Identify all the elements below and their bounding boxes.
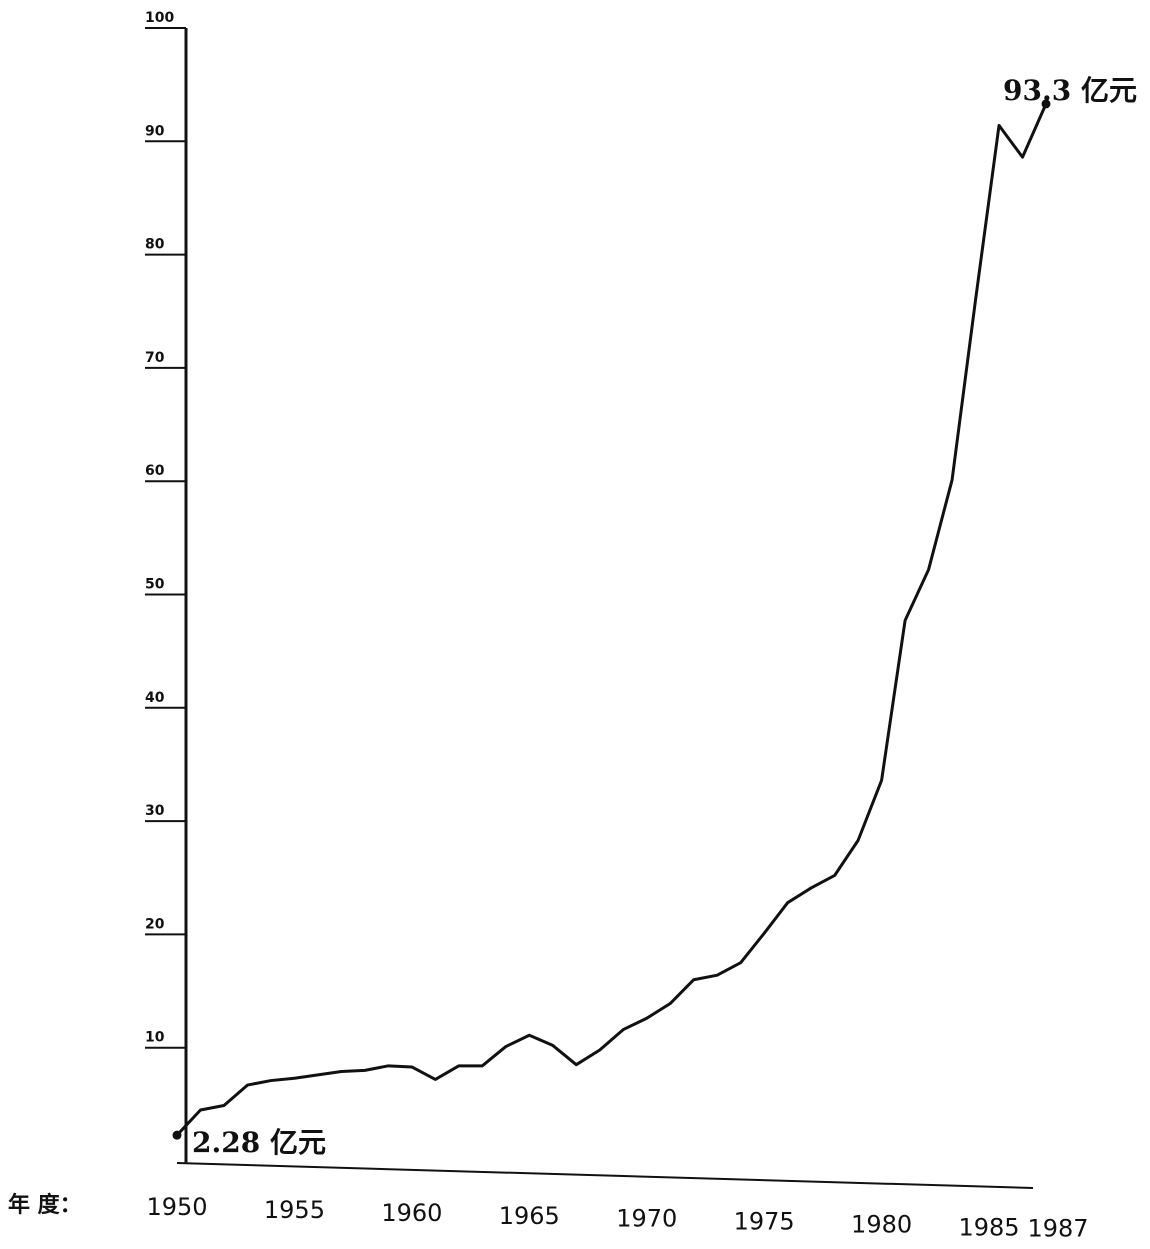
- y-tick-label: 20: [145, 916, 165, 932]
- y-tick-label: 30: [145, 803, 165, 819]
- x-axis: [176, 1162, 1034, 1189]
- y-tick-label: 50: [145, 577, 165, 593]
- annotation: 2.28 亿元: [192, 1126, 326, 1159]
- x-tick-label: 1955: [264, 1196, 325, 1224]
- y-tick-label: 10: [145, 1030, 165, 1046]
- x-tick-label: 1950: [146, 1193, 207, 1221]
- end-point: [1041, 99, 1051, 109]
- annotation: 93.3 亿元: [1003, 74, 1137, 107]
- y-tick-label: 100: [145, 10, 174, 26]
- end-point: [172, 1130, 182, 1140]
- x-tick-label: 1980: [851, 1211, 912, 1239]
- y-tick-label: 40: [145, 690, 165, 706]
- data-line: [175, 103, 1048, 1137]
- x-tick-label: 1985: [958, 1214, 1019, 1242]
- x-tick-label: 1965: [499, 1202, 560, 1230]
- x-tick-label: 1960: [381, 1199, 442, 1227]
- y-tick-label: 90: [145, 123, 165, 139]
- x-tick-label: 1987: [1027, 1215, 1088, 1243]
- x-axis-label: 年 度：: [8, 1192, 82, 1218]
- y-tick-label: 60: [145, 463, 165, 479]
- y-tick-label: 70: [145, 350, 165, 366]
- y-tick-label: 80: [145, 237, 165, 253]
- x-tick-label: 1970: [616, 1205, 677, 1233]
- x-tick-label: 1975: [734, 1208, 795, 1236]
